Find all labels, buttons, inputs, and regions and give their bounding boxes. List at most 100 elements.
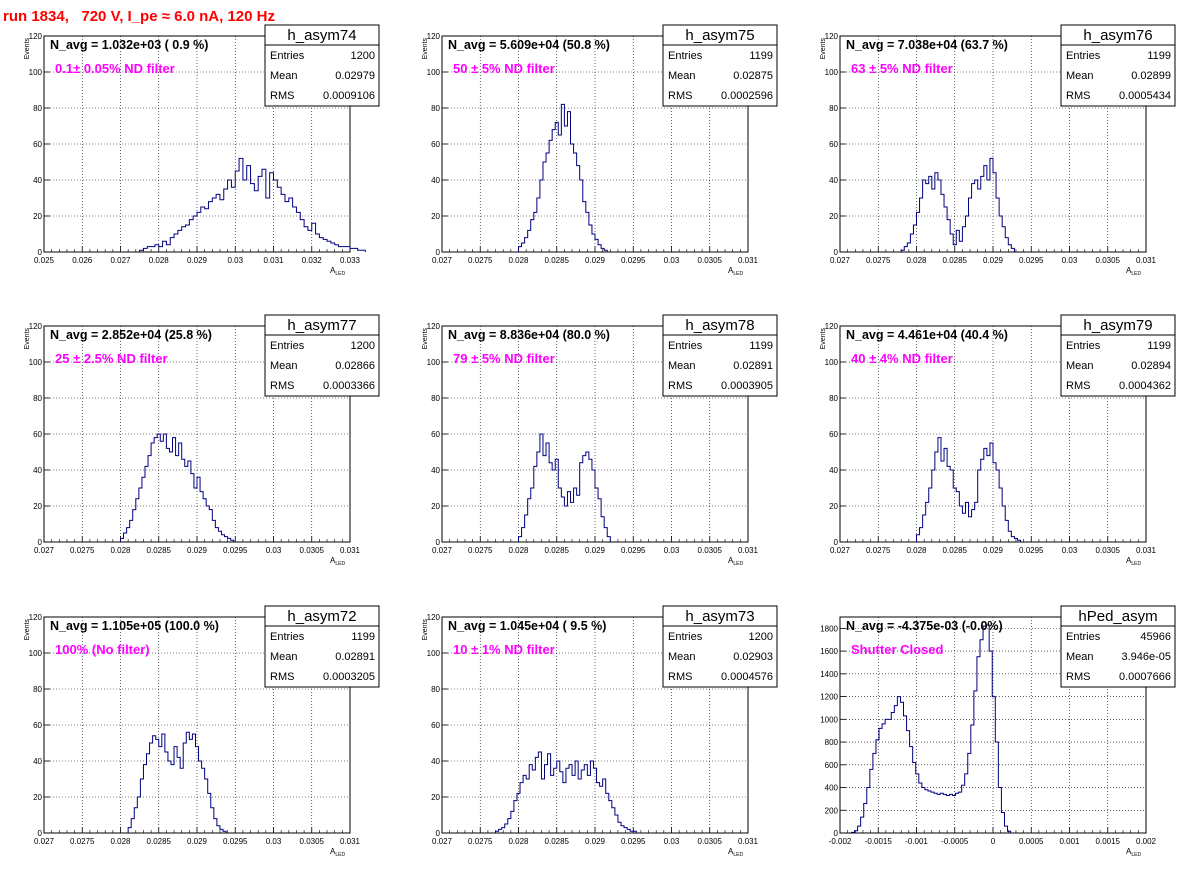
y-tick-label: 0 xyxy=(38,829,43,838)
x-tick-label: 0.029 xyxy=(187,546,208,555)
stats-value: 1199 xyxy=(351,631,375,643)
y-axis-label: Events xyxy=(24,328,31,350)
x-tick-label: 0.031 xyxy=(1136,546,1157,555)
x-axis-label-sub: LED xyxy=(335,561,345,567)
y-tick-label: 40 xyxy=(431,176,440,185)
filter-annotation: 79 ± 5% ND filter xyxy=(453,351,555,366)
x-tick-label: 0.029 xyxy=(585,837,606,846)
y-tick-label: 20 xyxy=(431,212,440,221)
y-tick-label: 0 xyxy=(834,829,839,838)
x-tick-label: 0.0305 xyxy=(1096,546,1121,555)
filter-annotation: 63 ± 5% ND filter xyxy=(851,61,953,76)
stats-value: 1200 xyxy=(749,631,773,643)
histogram-name: h_asym76 xyxy=(1083,27,1152,44)
y-tick-label: 0 xyxy=(436,538,441,547)
y-tick-label: 80 xyxy=(829,394,838,403)
x-tick-label: 0.031 xyxy=(738,837,759,846)
y-tick-label: 20 xyxy=(33,793,42,802)
stats-box: h_asym77 Entries 1200 Mean 0.02866 RMS 0.00033… xyxy=(264,314,380,397)
x-axis-label-sub: LED xyxy=(733,852,743,858)
x-tick-label: 0.0285 xyxy=(943,256,968,265)
y-tick-label: 20 xyxy=(431,502,440,511)
x-tick-label: 0.026 xyxy=(72,256,93,265)
navg-label: N_avg = 1.032e+03 ( 0.9 %) xyxy=(50,38,208,52)
y-tick-label: 1800 xyxy=(820,624,838,633)
y-tick-label: 80 xyxy=(33,104,42,113)
x-tick-label: 0.0295 xyxy=(621,546,646,555)
stats-value: 0.02891 xyxy=(733,360,773,372)
x-tick-label: 0.027 xyxy=(830,256,851,265)
y-tick-label: 60 xyxy=(33,430,42,439)
stats-key: Mean xyxy=(270,360,298,372)
x-tick-label: -0.0005 xyxy=(941,837,969,846)
y-tick-label: 1200 xyxy=(820,693,838,702)
x-tick-label: 0.029 xyxy=(983,256,1004,265)
y-tick-label: 800 xyxy=(825,738,839,747)
x-tick-label: 0.028 xyxy=(508,837,529,846)
y-tick-label: 40 xyxy=(431,466,440,475)
stats-value: 0.0007666 xyxy=(1119,671,1171,683)
y-tick-label: 100 xyxy=(29,358,43,367)
y-tick-label: 40 xyxy=(33,757,42,766)
y-axis-label: Events xyxy=(422,328,429,350)
stats-value: 3.946e-05 xyxy=(1121,651,1171,663)
x-tick-label: 0.002 xyxy=(1136,837,1157,846)
y-axis-label: Events xyxy=(422,619,429,641)
x-tick-label: 0.03 xyxy=(664,256,680,265)
stats-value: 1199 xyxy=(1147,340,1171,352)
x-tick-label: -0.0015 xyxy=(865,837,893,846)
y-tick-label: 120 xyxy=(427,32,441,41)
y-tick-label: 40 xyxy=(829,466,838,475)
stats-value: 0.02894 xyxy=(1131,360,1171,372)
x-tick-label: 0.027 xyxy=(432,256,453,265)
x-tick-label: 0.0305 xyxy=(698,256,723,265)
stats-value: 0.02979 xyxy=(335,70,375,82)
y-tick-label: 200 xyxy=(825,806,839,815)
x-tick-label: 0.029 xyxy=(585,256,606,265)
y-tick-label: 20 xyxy=(829,502,838,511)
y-tick-label: 0 xyxy=(834,538,839,547)
y-tick-label: 60 xyxy=(829,140,838,149)
stats-key: RMS xyxy=(1066,671,1090,683)
x-axis-label: ALED xyxy=(728,266,743,277)
x-tick-label: 0.027 xyxy=(432,546,453,555)
x-tick-label: 0.033 xyxy=(340,256,361,265)
x-tick-label: 0.027 xyxy=(830,546,851,555)
stats-box-frame xyxy=(1060,605,1176,688)
histogram-line xyxy=(139,157,366,252)
stats-key: Mean xyxy=(1066,70,1094,82)
stats-box-frame xyxy=(662,24,778,107)
stats-box: h_asym72 Entries 1199 Mean 0.02891 RMS 0.00032… xyxy=(264,605,380,688)
x-tick-label: 0 xyxy=(991,837,996,846)
x-tick-label: 0.0275 xyxy=(866,546,891,555)
x-tick-label: 0.027 xyxy=(432,837,453,846)
x-tick-label: 0.0285 xyxy=(147,546,172,555)
y-axis-label: Events xyxy=(820,38,827,60)
stats-value: 45966 xyxy=(1140,631,1171,643)
stats-key: RMS xyxy=(270,90,294,102)
y-tick-label: 120 xyxy=(427,613,441,622)
stats-key: Mean xyxy=(668,70,696,82)
filter-annotation: 10 ± 1% ND filter xyxy=(453,642,555,657)
x-tick-label: 0.032 xyxy=(302,256,323,265)
histogram-line xyxy=(900,157,1015,252)
y-tick-label: 60 xyxy=(33,140,42,149)
x-tick-label: 0.03 xyxy=(227,256,243,265)
x-tick-label: 0.028 xyxy=(906,256,927,265)
stats-box-frame xyxy=(1060,24,1176,107)
histogram-line xyxy=(518,103,608,252)
x-tick-label: 0.0285 xyxy=(943,546,968,555)
x-tick-label: 0.001 xyxy=(1059,837,1080,846)
x-tick-label: 0.027 xyxy=(34,837,55,846)
y-tick-label: 20 xyxy=(829,212,838,221)
x-tick-label: 0.03 xyxy=(1062,256,1078,265)
stats-box: h_asym74 Entries 1200 Mean 0.02979 RMS 0.00091… xyxy=(264,24,380,107)
stats-key: RMS xyxy=(668,380,692,392)
x-axis-label: ALED xyxy=(728,847,743,858)
y-tick-label: 80 xyxy=(431,685,440,694)
stats-key: Mean xyxy=(1066,651,1094,663)
y-tick-label: 400 xyxy=(825,784,839,793)
x-tick-label: 0.0295 xyxy=(621,256,646,265)
y-tick-label: 600 xyxy=(825,761,839,770)
y-tick-label: 120 xyxy=(825,322,839,331)
